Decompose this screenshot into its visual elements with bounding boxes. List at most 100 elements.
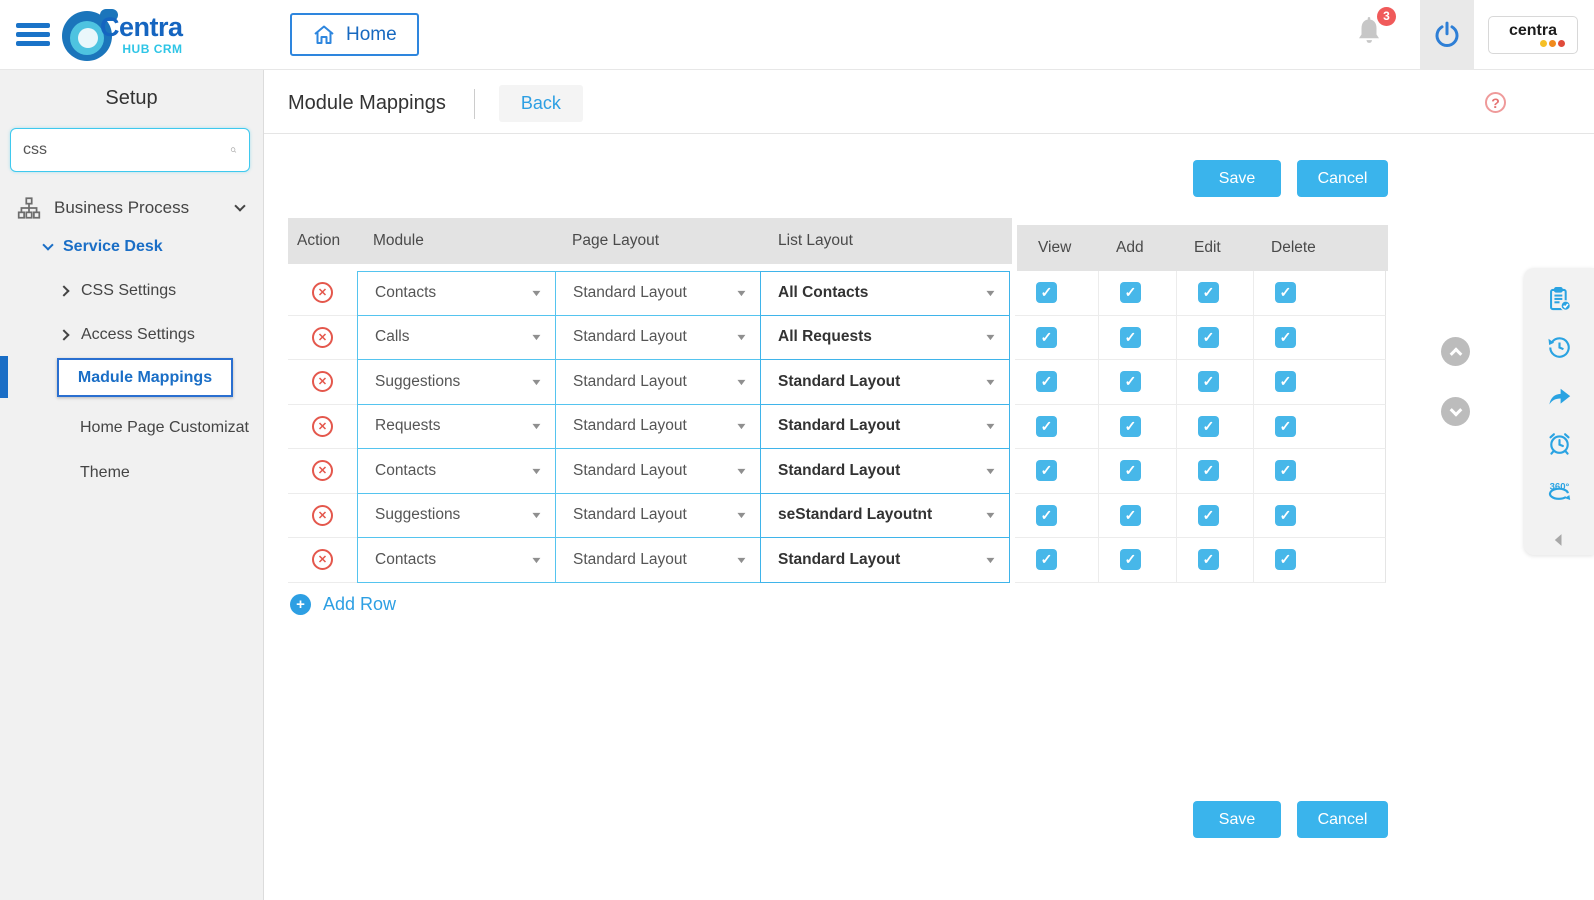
sidebar-item-service-desk[interactable]: Service Desk bbox=[42, 238, 163, 256]
cancel-button[interactable]: Cancel bbox=[1297, 801, 1388, 838]
view-checkbox[interactable] bbox=[1036, 282, 1057, 304]
view-checkbox[interactable] bbox=[1036, 371, 1057, 393]
module-select[interactable]: Calls ▼ bbox=[357, 314, 556, 360]
delete-row-icon[interactable]: ✕ bbox=[312, 282, 333, 304]
history-icon[interactable] bbox=[1546, 334, 1573, 361]
share-icon[interactable] bbox=[1546, 382, 1573, 409]
add-checkbox[interactable] bbox=[1120, 504, 1141, 526]
add-checkbox[interactable] bbox=[1120, 415, 1141, 437]
main-content: Module Mappings Back ? Save Cancel Actio… bbox=[264, 70, 1594, 900]
module-select[interactable]: Requests ▼ bbox=[357, 403, 556, 449]
edit-checkbox[interactable] bbox=[1198, 415, 1219, 437]
delete-row-icon[interactable]: ✕ bbox=[312, 326, 333, 348]
chevron-down-icon bbox=[42, 239, 54, 251]
hamburger-menu-icon[interactable] bbox=[16, 19, 50, 50]
delete-checkbox[interactable] bbox=[1275, 326, 1296, 348]
caret-down-icon: ▼ bbox=[734, 554, 749, 565]
right-toolbar: 360° bbox=[1524, 268, 1594, 555]
edit-checkbox[interactable] bbox=[1198, 504, 1219, 526]
edit-checkbox[interactable] bbox=[1198, 460, 1219, 482]
list-layout-select[interactable]: seStandard Layoutnt ▼ bbox=[760, 492, 1010, 538]
notifications-button[interactable]: 3 bbox=[1354, 6, 1396, 55]
select-value: Standard Layout bbox=[778, 550, 901, 568]
add-checkbox[interactable] bbox=[1120, 460, 1141, 482]
edit-checkbox[interactable] bbox=[1198, 282, 1219, 304]
table-body: ✕ Contacts ▼ Standard Layout ▼ All Contact… bbox=[288, 271, 1388, 583]
edit-checkbox[interactable] bbox=[1198, 326, 1219, 348]
select-value: Standard Layout bbox=[778, 372, 901, 390]
sidebar-item-module-mappings[interactable]: Madule Mappings bbox=[57, 358, 233, 397]
list-layout-select[interactable]: Standard Layout ▼ bbox=[760, 448, 1010, 494]
add-row-label: Add Row bbox=[323, 594, 397, 614]
module-select[interactable]: Suggestions ▼ bbox=[357, 492, 556, 538]
page-layout-select[interactable]: Standard Layout ▼ bbox=[555, 403, 761, 449]
page-layout-select[interactable]: Standard Layout ▼ bbox=[555, 271, 761, 316]
page-layout-select[interactable]: Standard Layout ▼ bbox=[555, 359, 761, 405]
delete-checkbox[interactable] bbox=[1275, 371, 1296, 393]
select-value: Suggestions bbox=[375, 506, 461, 524]
module-select[interactable]: Contacts ▼ bbox=[357, 271, 556, 316]
search-icon[interactable] bbox=[230, 139, 237, 161]
delete-row-icon[interactable]: ✕ bbox=[312, 549, 333, 571]
sidebar-item-business-process[interactable]: Business Process bbox=[16, 195, 248, 221]
edit-checkbox[interactable] bbox=[1198, 371, 1219, 393]
page-layout-select[interactable]: Standard Layout ▼ bbox=[555, 448, 761, 494]
home-button[interactable]: Home bbox=[290, 13, 419, 56]
delete-checkbox[interactable] bbox=[1275, 549, 1296, 571]
caret-down-icon: ▼ bbox=[983, 332, 998, 343]
save-button[interactable]: Save bbox=[1193, 801, 1281, 838]
add-checkbox[interactable] bbox=[1120, 371, 1141, 393]
360-view-icon[interactable]: 360° bbox=[1546, 478, 1573, 505]
view-checkbox[interactable] bbox=[1036, 326, 1057, 348]
delete-checkbox[interactable] bbox=[1275, 460, 1296, 482]
alarm-icon[interactable] bbox=[1546, 430, 1573, 457]
delete-row-icon[interactable]: ✕ bbox=[312, 415, 333, 437]
module-select[interactable]: Contacts ▼ bbox=[357, 448, 556, 494]
sidebar-item-access-settings[interactable]: Access Settings bbox=[58, 326, 195, 344]
list-layout-select[interactable]: Standard Layout ▼ bbox=[760, 403, 1010, 449]
logout-button[interactable] bbox=[1420, 0, 1474, 70]
delete-row-icon[interactable]: ✕ bbox=[312, 460, 333, 482]
view-checkbox[interactable] bbox=[1036, 460, 1057, 482]
scroll-up-button[interactable] bbox=[1441, 337, 1470, 366]
add-checkbox[interactable] bbox=[1120, 282, 1141, 304]
help-button[interactable]: ? bbox=[1485, 92, 1506, 113]
add-checkbox[interactable] bbox=[1120, 549, 1141, 571]
caret-down-icon: ▼ bbox=[529, 554, 544, 565]
collapse-panel-icon[interactable] bbox=[1546, 526, 1573, 553]
delete-checkbox[interactable] bbox=[1275, 504, 1296, 526]
list-layout-select[interactable]: All Requests ▼ bbox=[760, 314, 1010, 360]
view-checkbox[interactable] bbox=[1036, 549, 1057, 571]
save-button[interactable]: Save bbox=[1193, 160, 1281, 197]
cancel-button[interactable]: Cancel bbox=[1297, 160, 1388, 197]
delete-row-icon[interactable]: ✕ bbox=[312, 504, 333, 526]
edit-checkbox[interactable] bbox=[1198, 549, 1219, 571]
scroll-down-button[interactable] bbox=[1441, 397, 1470, 426]
search-input[interactable] bbox=[23, 141, 230, 159]
list-layout-select[interactable]: All Contacts ▼ bbox=[760, 271, 1010, 316]
sidebar-item-theme[interactable]: Theme bbox=[80, 464, 130, 482]
sidebar-item-home-page-customization[interactable]: Home Page Customizat bbox=[80, 419, 249, 437]
list-layout-select[interactable]: Standard Layout ▼ bbox=[760, 537, 1010, 583]
view-checkbox[interactable] bbox=[1036, 504, 1057, 526]
delete-checkbox[interactable] bbox=[1275, 415, 1296, 437]
back-button[interactable]: Back bbox=[498, 85, 583, 122]
select-value: Standard Layout bbox=[778, 417, 901, 435]
delete-checkbox[interactable] bbox=[1275, 282, 1296, 304]
module-mappings-table: Action Module Page Layout List Layout Vi… bbox=[288, 218, 1388, 583]
notes-check-icon[interactable] bbox=[1546, 286, 1573, 313]
caret-down-icon: ▼ bbox=[529, 332, 544, 343]
select-value: Standard Layout bbox=[573, 417, 687, 435]
sidebar-item-css-settings[interactable]: CSS Settings bbox=[58, 282, 176, 300]
add-checkbox[interactable] bbox=[1120, 326, 1141, 348]
page-layout-select[interactable]: Standard Layout ▼ bbox=[555, 492, 761, 538]
list-layout-select[interactable]: Standard Layout ▼ bbox=[760, 359, 1010, 405]
module-select[interactable]: Suggestions ▼ bbox=[357, 359, 556, 405]
view-checkbox[interactable] bbox=[1036, 415, 1057, 437]
page-layout-select[interactable]: Standard Layout ▼ bbox=[555, 314, 761, 360]
page-layout-select[interactable]: Standard Layout ▼ bbox=[555, 537, 761, 583]
centra-hcm-logo[interactable]: centra bbox=[1488, 15, 1578, 54]
delete-row-icon[interactable]: ✕ bbox=[312, 371, 333, 393]
module-select[interactable]: Contacts ▼ bbox=[357, 537, 556, 583]
add-row-button[interactable]: + Add Row bbox=[290, 594, 396, 615]
